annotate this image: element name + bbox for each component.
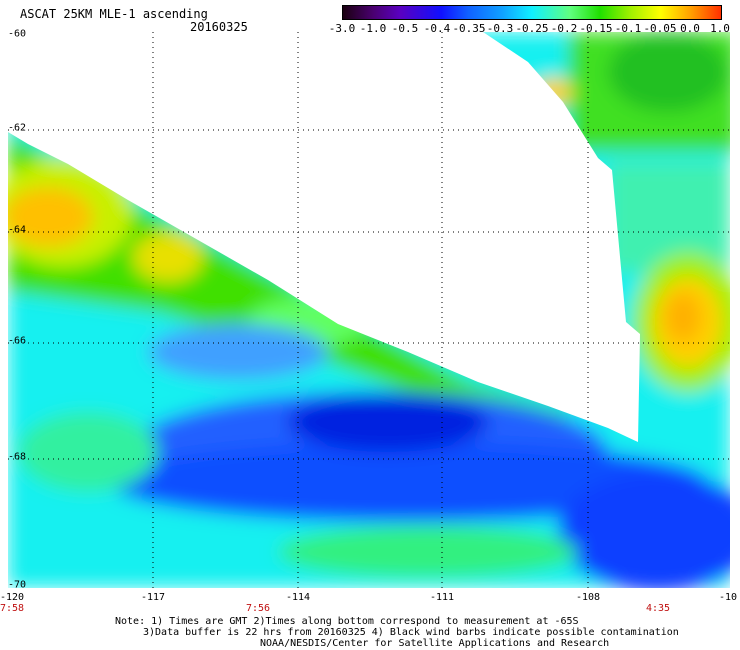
colorbar-label: -0.15 — [579, 22, 613, 35]
footnote-line: Note: 1) Times are GMT 2)Times along bot… — [115, 616, 579, 627]
map-title: ASCAT 25KM MLE-1 ascending — [20, 7, 208, 21]
latitude-label: -70 — [8, 579, 27, 591]
latitude-label: -66 — [8, 335, 27, 347]
colorbar-label: 1.0 — [710, 22, 730, 35]
longitude-label: -114 — [285, 592, 311, 603]
longitude-label: -111 — [429, 592, 455, 603]
colorbar-label: -0.1 — [614, 22, 642, 35]
time-label: 7:56 — [245, 603, 271, 614]
latitude-label: -64 — [8, 224, 27, 236]
colorbar-label: -1.0 — [359, 22, 387, 35]
time-label: 7:58 — [0, 603, 25, 614]
latitude-label: -68 — [8, 451, 27, 463]
longitude-label: -10 — [718, 592, 738, 603]
map-date: 20160325 — [190, 20, 248, 34]
colorbar-label: -0.05 — [643, 22, 677, 35]
longitude-label: -120 — [0, 592, 25, 603]
longitude-label: -117 — [140, 592, 166, 603]
wind-field-map — [8, 32, 730, 588]
colorbar-label: -3.0 — [328, 22, 356, 35]
longitude-label: -108 — [575, 592, 601, 603]
time-label: 4:35 — [645, 603, 671, 614]
footnote-credit: NOAA/NESDIS/Center for Satellite Applica… — [260, 638, 610, 649]
colorbar-label: -0.35 — [452, 22, 486, 35]
latitude-label: -62 — [8, 122, 27, 134]
latitude-label: -60 — [8, 28, 27, 40]
colorbar-label: -0.4 — [423, 22, 451, 35]
colorbar-label: -0.2 — [550, 22, 578, 35]
colorbar-label: -0.3 — [486, 22, 514, 35]
colorbar-label: -0.5 — [391, 22, 419, 35]
colorbar-label: 0.0 — [680, 22, 700, 35]
colorbar-label: -0.25 — [515, 22, 549, 35]
footnote-line: 3)Data buffer is 22 hrs from 20160325 4)… — [143, 627, 679, 638]
color-scale-bar — [342, 5, 722, 20]
